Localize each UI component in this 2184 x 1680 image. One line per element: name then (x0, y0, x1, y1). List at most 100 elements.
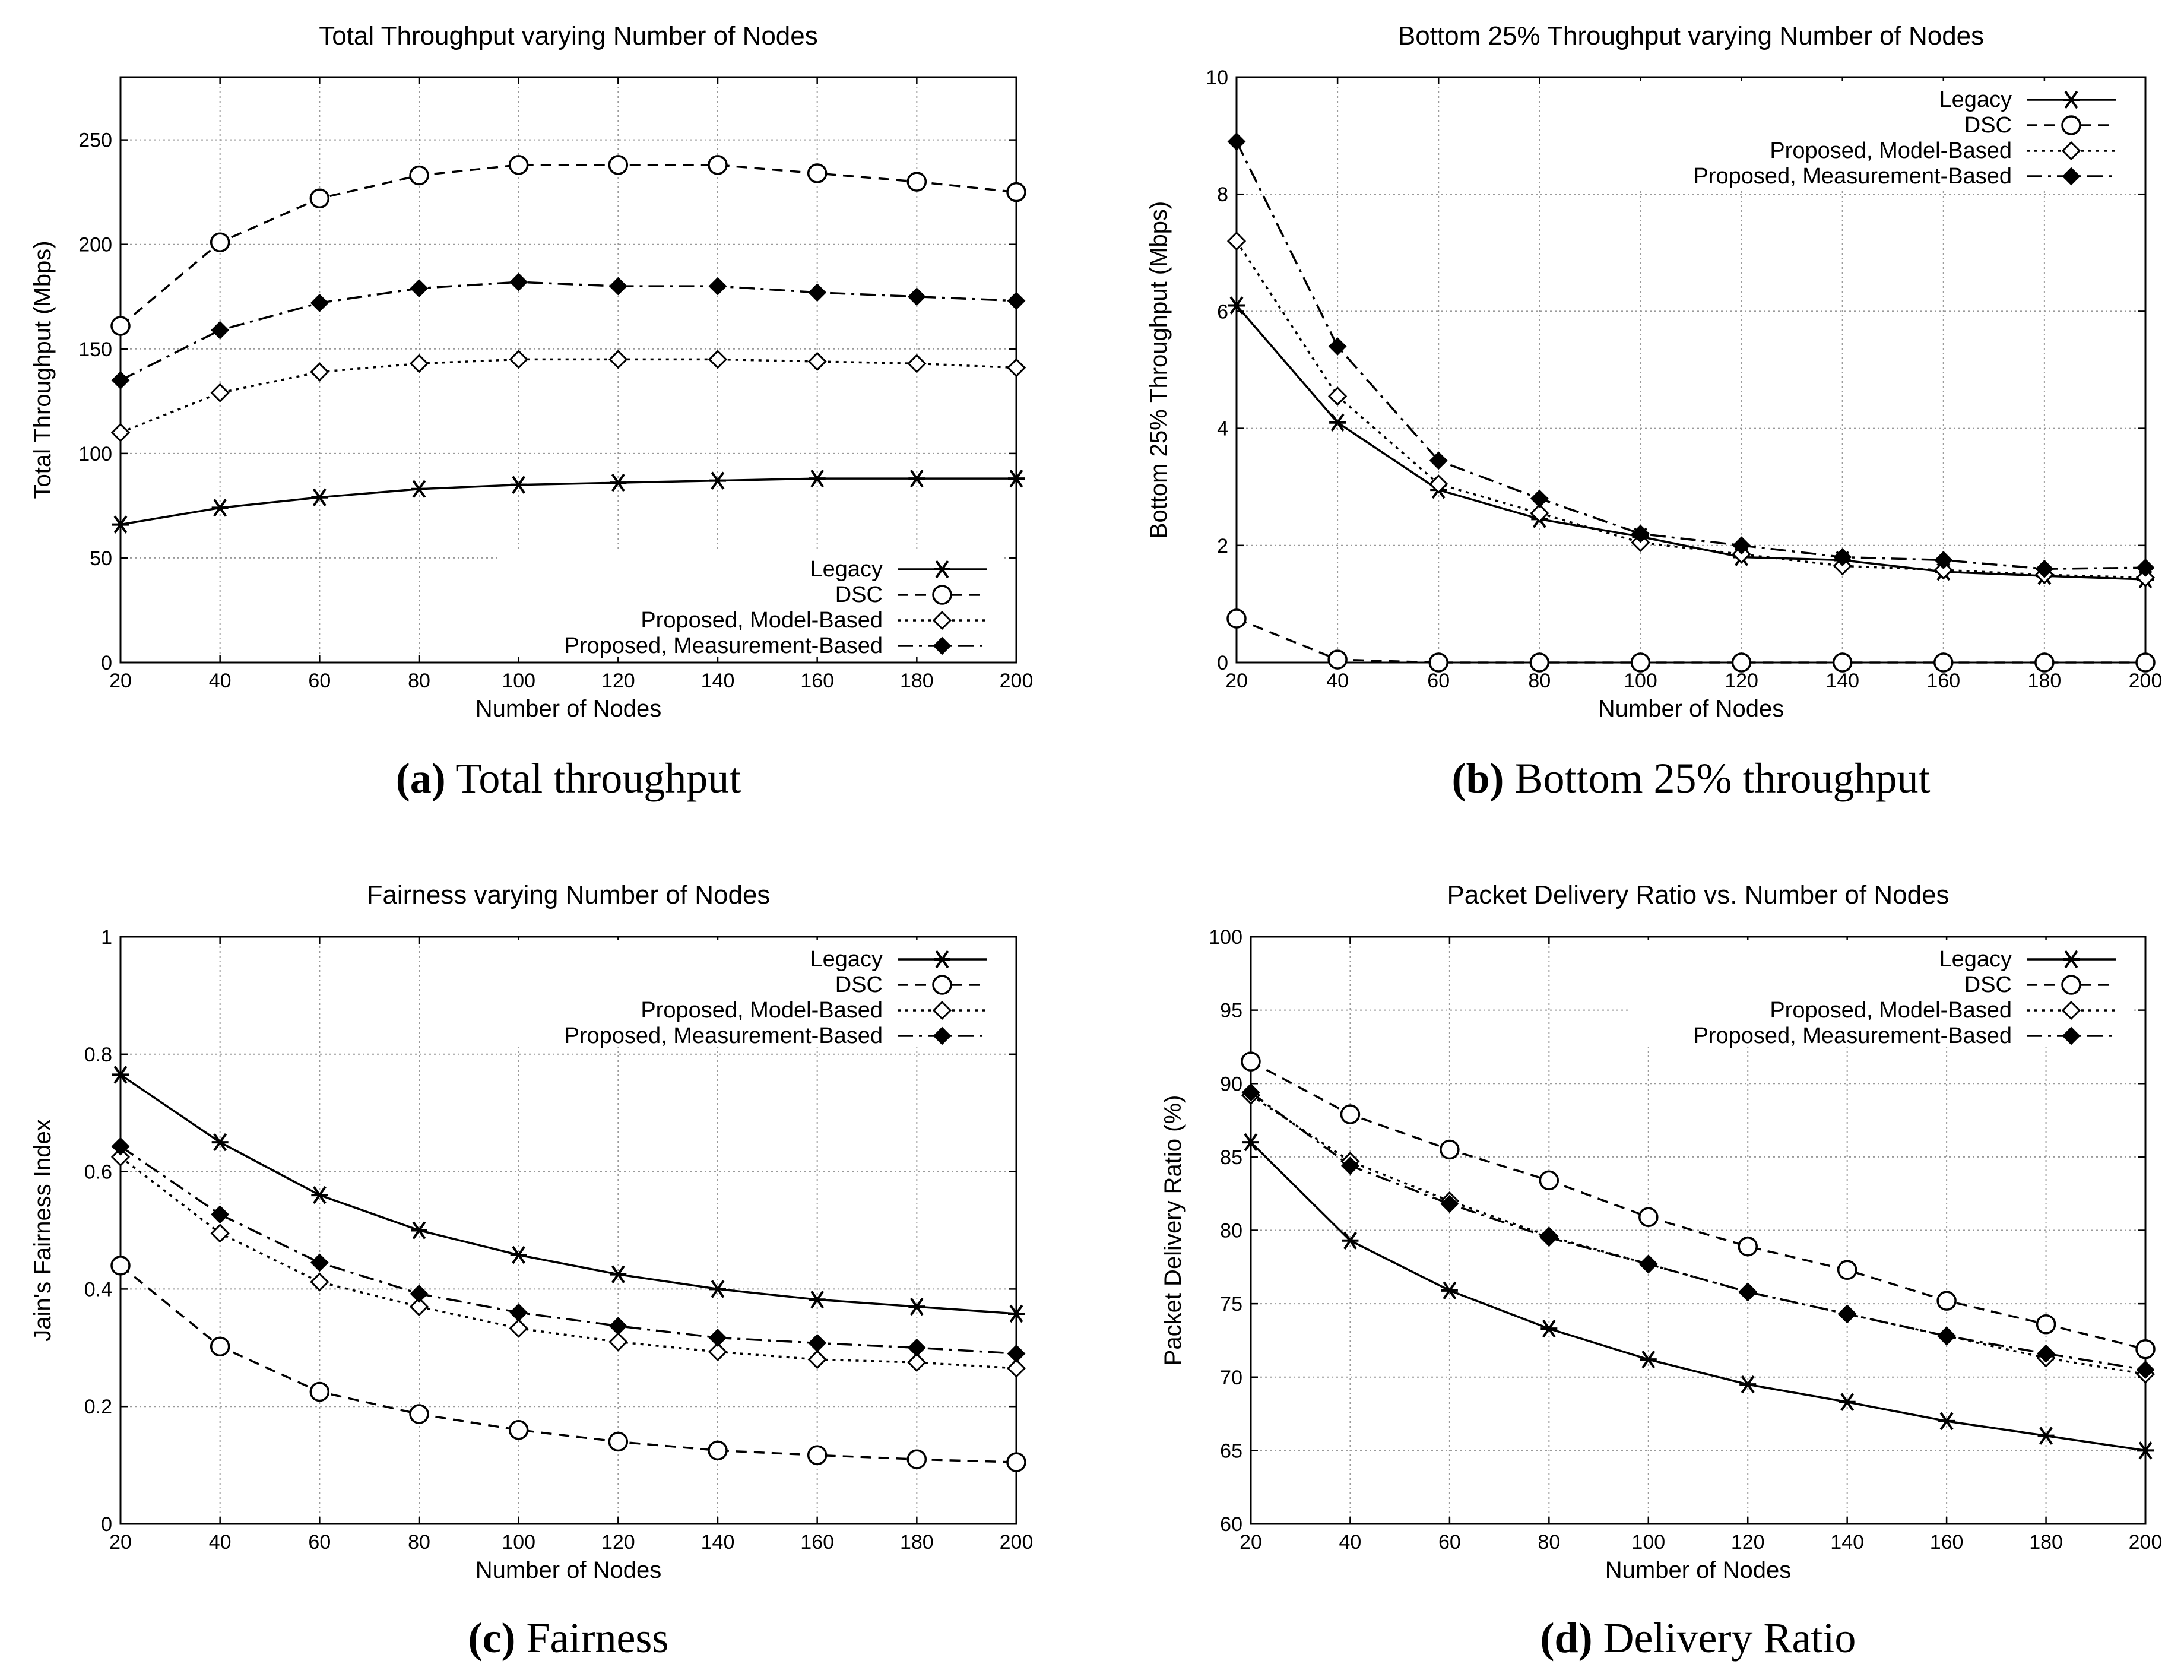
x-tick-label: 180 (2029, 1531, 2063, 1554)
panel-caption: (c) Fairness (468, 1614, 669, 1662)
x-tick-label: 160 (800, 670, 834, 692)
data-point (1006, 1358, 1026, 1378)
data-point (411, 1221, 427, 1240)
data-point (1839, 1393, 1856, 1411)
data-point (1226, 231, 1247, 251)
data-point (211, 1205, 230, 1224)
data-point (211, 1133, 229, 1152)
legend-marker (934, 950, 950, 969)
series-circle (110, 1256, 1026, 1472)
series-line (119, 1264, 1017, 1463)
chart-panel-2: Bottom 25% Throughput varying Number of … (1146, 21, 2162, 802)
x-tick-label: 100 (1631, 1531, 1665, 1554)
data-point (508, 1420, 529, 1440)
data-point (1327, 649, 1348, 670)
series-star (1242, 1133, 2154, 1460)
caption-text: Delivery Ratio (1593, 1614, 1856, 1662)
data-point (110, 1256, 131, 1276)
data-point (809, 469, 826, 488)
x-tick-label: 40 (1339, 1531, 1362, 1554)
caption-text: Total throughput (446, 755, 741, 802)
legend-marker (2061, 1000, 2081, 1020)
y-tick-label: 65 (1220, 1440, 1242, 1462)
x-tick-label: 20 (109, 1531, 132, 1554)
data-point (1631, 524, 1650, 543)
x-tick-label: 120 (1725, 670, 1758, 692)
x-tick-label: 120 (1731, 1531, 1765, 1554)
chart-panel-4: Packet Delivery Ratio vs. Number of Node… (1160, 880, 2162, 1662)
y-tick-label: 0.8 (84, 1044, 112, 1066)
data-point (1938, 1412, 1955, 1431)
data-point (1936, 1291, 1957, 1311)
legend-marker (2061, 115, 2081, 135)
plot-frame (1235, 76, 2147, 664)
legend-entry: Proposed, Model-Based (1770, 998, 2116, 1023)
x-tick-label: 40 (209, 1531, 232, 1554)
legend-marker (933, 1026, 952, 1045)
data-point (1429, 474, 1448, 494)
y-tick-label: 10 (1206, 66, 1228, 89)
legend-entry: Proposed, Model-Based (641, 608, 987, 633)
x-tick-label: 160 (800, 1531, 834, 1554)
data-point (1440, 1194, 1459, 1213)
x-tick-label: 140 (701, 1531, 735, 1554)
legend-entry: Legacy (810, 557, 987, 582)
legend-background (1629, 81, 2134, 188)
data-point (110, 423, 131, 442)
x-tick-label: 120 (601, 1531, 635, 1554)
legend-background (500, 550, 1004, 657)
y-tick-label: 200 (78, 234, 112, 256)
y-axis-label: Total Throughput (Mbps) (30, 240, 56, 499)
data-point (110, 316, 131, 336)
series-star (1228, 296, 2154, 589)
data-point (509, 350, 528, 369)
data-point (111, 1137, 130, 1156)
y-tick-label: 70 (1220, 1367, 1242, 1389)
data-point (2136, 1360, 2155, 1379)
series-line (1235, 141, 2146, 570)
x-tick-label: 80 (408, 670, 430, 692)
series-diamond-filled (1227, 132, 2155, 578)
legend-entry: Proposed, Model-Based (641, 998, 987, 1023)
legend-label: Proposed, Measurement-Based (564, 633, 883, 658)
y-axis-label: Jain's Fairness Index (30, 1119, 56, 1341)
legend-label: Proposed, Measurement-Based (1693, 164, 2012, 189)
data-point (906, 172, 927, 192)
data-point (1838, 1305, 1857, 1323)
y-tick-label: 2 (1217, 535, 1228, 557)
data-point (1241, 1083, 1260, 1102)
legend-label: DSC (1964, 972, 2012, 997)
data-point (610, 1265, 627, 1283)
data-point (1640, 1350, 1657, 1369)
data-point (2034, 652, 2055, 673)
y-tick-label: 150 (78, 338, 112, 361)
data-point (2035, 559, 2054, 578)
x-tick-label: 20 (1240, 1531, 1262, 1554)
legend-marker (933, 636, 952, 655)
data-point (608, 1317, 627, 1336)
x-tick-label: 100 (1624, 670, 1657, 692)
data-point (608, 277, 627, 296)
data-point (509, 1303, 528, 1322)
x-tick-label: 80 (408, 1531, 430, 1554)
data-point (1832, 652, 1853, 673)
legend-entry: DSC (1964, 113, 2116, 138)
legend-marker (2063, 90, 2080, 109)
data-point (1327, 386, 1348, 406)
data-point (211, 321, 230, 340)
legend-entry: Proposed, Measurement-Based (1693, 1023, 2116, 1048)
legend-entry: Proposed, Measurement-Based (1693, 164, 2116, 189)
y-axis-label: Bottom 25% Throughput (Mbps) (1146, 201, 1172, 538)
y-tick-label: 85 (1220, 1146, 1242, 1169)
data-point (510, 1245, 527, 1264)
data-point (2137, 1441, 2154, 1460)
data-point (311, 1186, 328, 1204)
data-point (1539, 1228, 1558, 1247)
y-tick-label: 0 (1217, 652, 1228, 674)
y-tick-label: 6 (1217, 300, 1228, 323)
legend-entry: DSC (1964, 972, 2116, 997)
data-point (310, 362, 329, 382)
data-point (907, 1352, 927, 1372)
data-point (1006, 1452, 1026, 1472)
